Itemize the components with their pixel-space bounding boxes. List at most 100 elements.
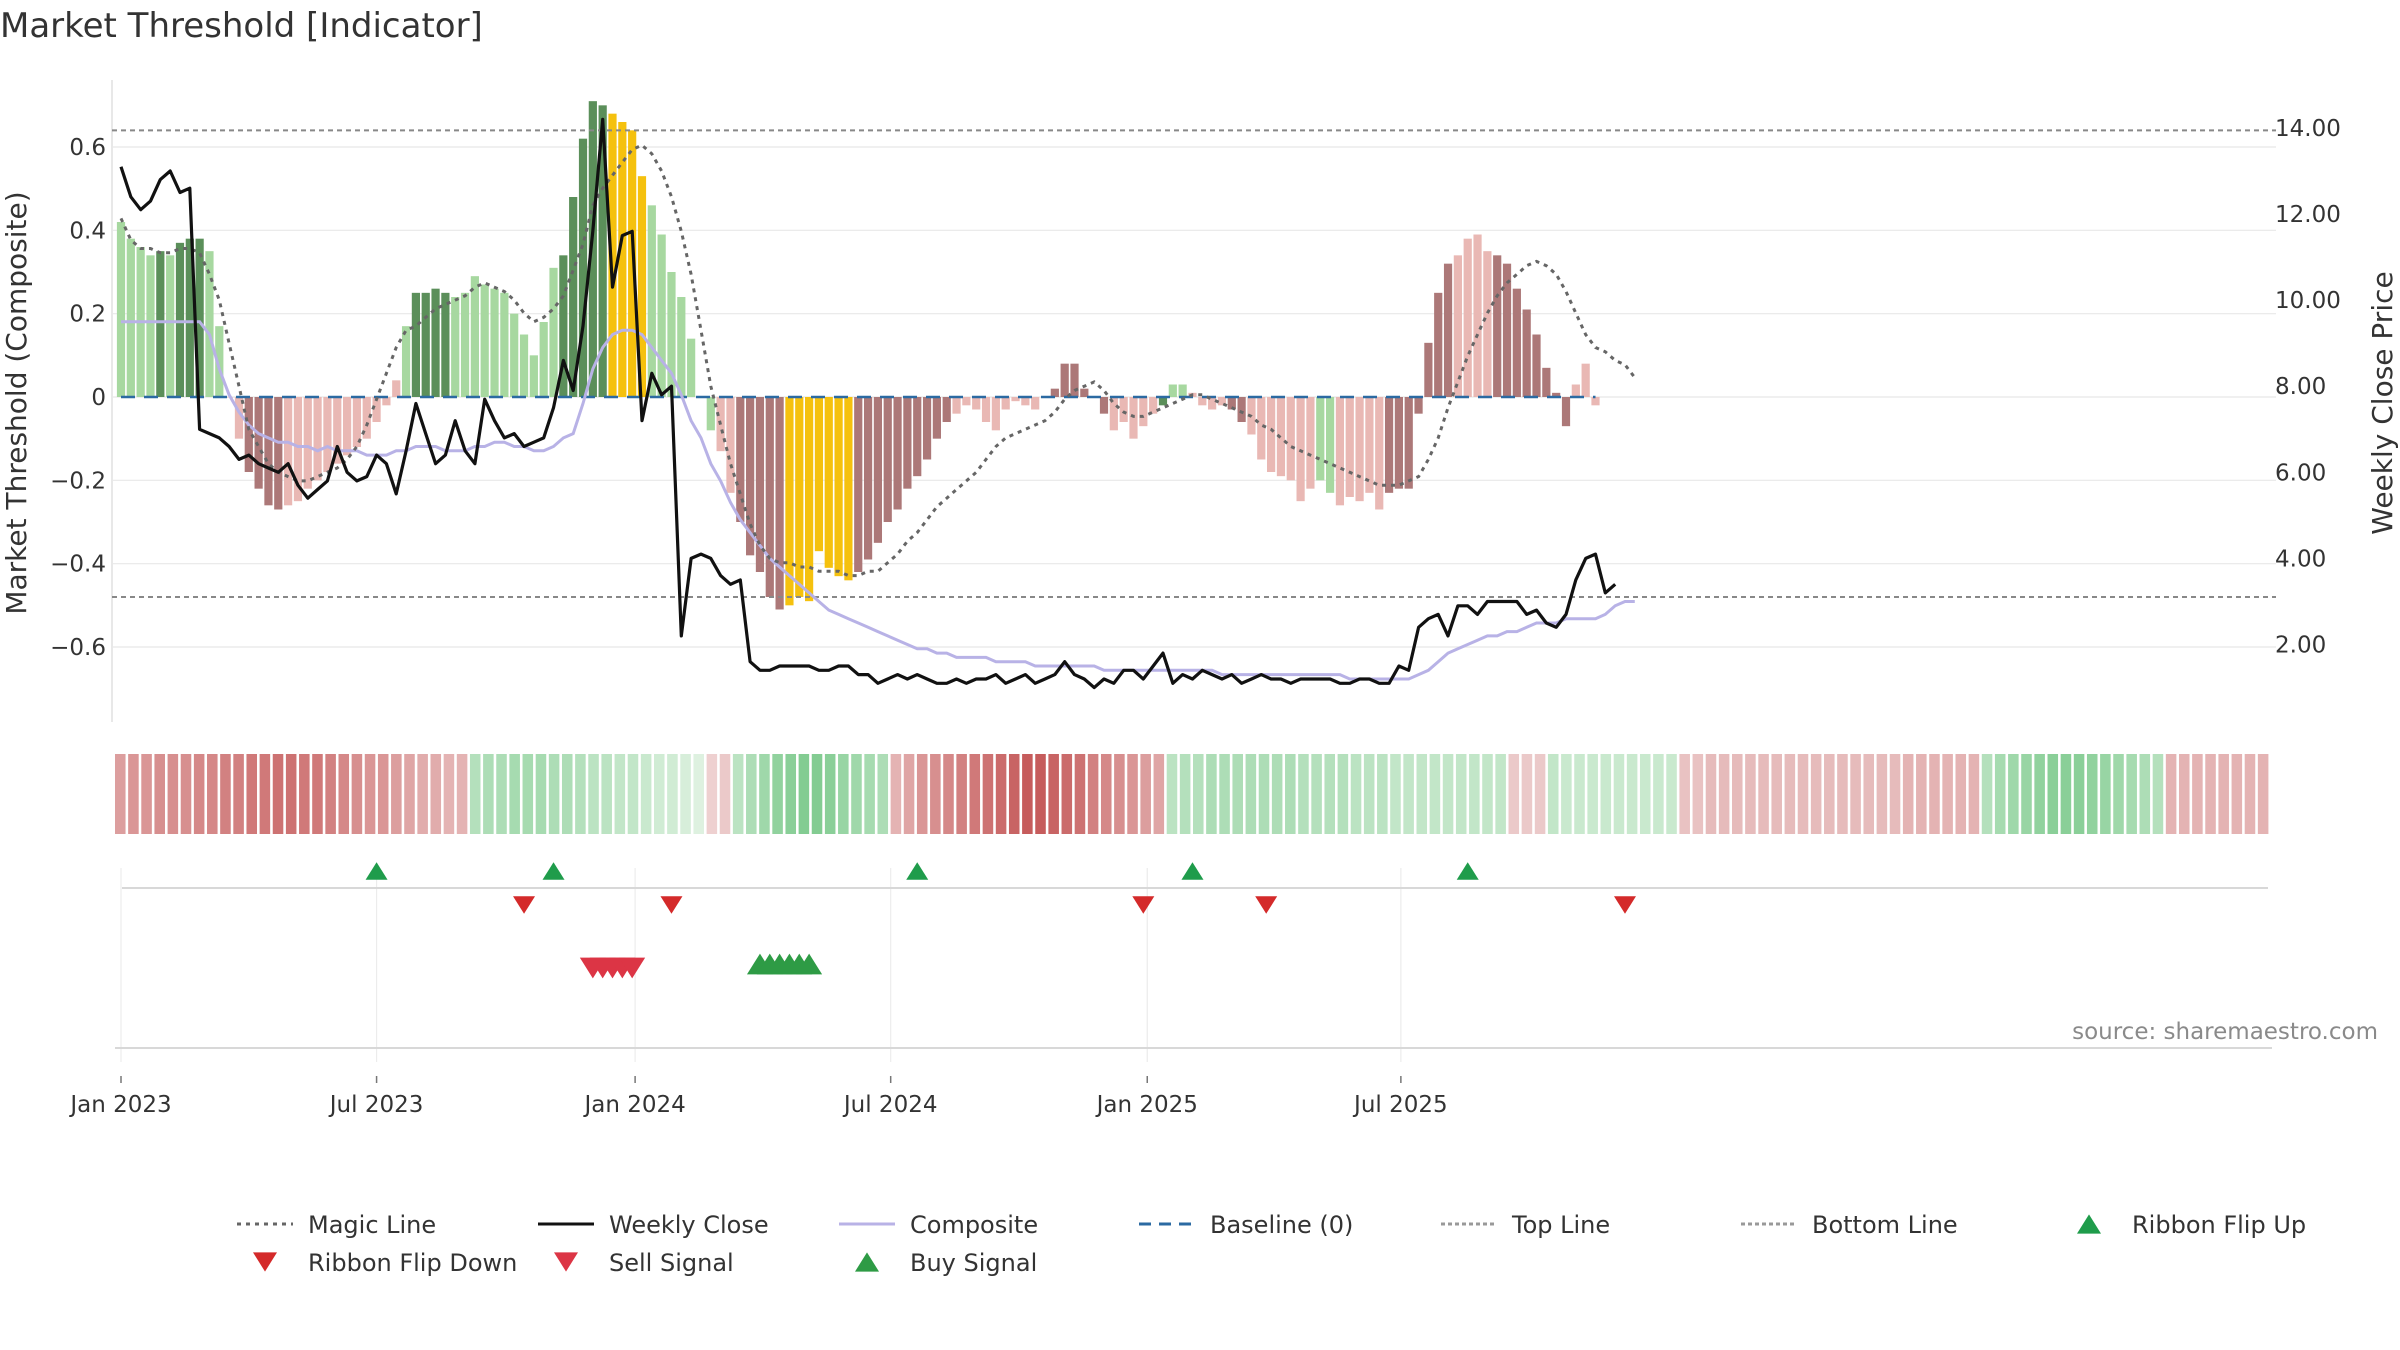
composite-bar-56 (667, 272, 676, 397)
composite-bar-20 (313, 397, 322, 481)
composite-bar-120 (1296, 397, 1305, 502)
ribbon-cell-148 (2060, 754, 2072, 834)
ribbon-cell-153 (2126, 754, 2137, 834)
ribbon-cell-97 (1390, 754, 1401, 834)
composite-bar-112 (1217, 397, 1227, 406)
composite-bar-92 (1021, 397, 1030, 406)
ribbon-cell-23 (417, 754, 428, 834)
ribbon-cell-156 (2165, 754, 2177, 834)
composite-bar-43 (539, 322, 548, 397)
composite-bar-36 (470, 276, 479, 397)
composite-bar-8 (195, 238, 204, 397)
ribbon-cell-43 (680, 754, 691, 834)
ribbon-cell-134 (1876, 754, 1888, 834)
ribbon-cell-121 (1705, 754, 1717, 834)
composite-bar-55 (657, 234, 666, 397)
ribbon-flip-up-3 (1181, 862, 1204, 880)
ribbon-cell-114 (1613, 754, 1625, 834)
composite-bar-78 (883, 397, 892, 522)
composite-bars (116, 101, 1600, 610)
composite-bar-64 (746, 397, 755, 556)
ribbon-cell-91 (1311, 754, 1322, 834)
ribbon-cell-147 (2047, 754, 2059, 834)
ribbon-cell-115 (1626, 754, 1638, 834)
composite-bar-10 (215, 326, 224, 397)
composite-bar-122 (1316, 397, 1325, 481)
ribbon-cell-127 (1784, 754, 1796, 834)
ribbon-cell-41 (654, 754, 665, 834)
composite-bar-73 (834, 397, 843, 577)
y-tick-6: −0.6 (50, 635, 106, 661)
y-tick-2: 0.2 (69, 302, 106, 328)
ribbon-cell-161 (2231, 754, 2243, 834)
ribbon-cell-16 (325, 754, 336, 834)
ribbon-cell-7 (207, 754, 218, 834)
legend: Magic Line Weekly Close Composite Baseline … (237, 1211, 2306, 1277)
ribbon-cell-12 (272, 754, 284, 834)
ribbon-cell-21 (391, 754, 402, 834)
ribbon-cell-103 (1469, 754, 1480, 834)
source-credit: source: sharemaestro.com (2072, 1019, 2378, 1045)
ribbon-cell-25 (443, 754, 455, 834)
ribbon-cell-158 (2192, 754, 2203, 834)
composite-bar-31 (421, 292, 430, 397)
composite-bar-102 (1119, 397, 1128, 422)
sell-signal-4 (619, 957, 646, 979)
composite-bar-121 (1306, 397, 1315, 489)
ribbon-cell-82 (1193, 754, 1204, 834)
ribbon-cell-129 (1810, 754, 1822, 834)
composite-bar-38 (490, 288, 499, 397)
ribbon-cell-151 (2100, 754, 2111, 834)
composite-bar-100 (1099, 397, 1109, 414)
legend-swatch-7 (253, 1252, 277, 1272)
ribbon-cell-62 (930, 754, 941, 834)
ribbon-cell-126 (1771, 754, 1782, 834)
x-tick-3: Jul 2024 (842, 1092, 938, 1118)
ribbon-cell-14 (299, 754, 310, 834)
composite-bar-47 (578, 138, 588, 397)
ribbon-cell-152 (2113, 754, 2124, 834)
ribbon-cell-80 (1166, 754, 1178, 834)
composite-bar-45 (559, 255, 568, 397)
ribbon-cell-32 (535, 754, 547, 834)
composite-bar-89 (991, 397, 1000, 431)
ribbon-cell-65 (969, 754, 981, 834)
ribbon-cell-8 (220, 754, 231, 834)
ribbon-cell-107 (1521, 754, 1533, 834)
composite-bar-0 (116, 222, 126, 397)
composite-bar-14 (254, 397, 263, 489)
composite-bar-93 (1031, 397, 1040, 410)
ribbon-cell-120 (1692, 754, 1704, 834)
ribbon-cell-47 (732, 754, 744, 834)
ribbon-cell-122 (1718, 754, 1730, 834)
y2-axis-ticks: 14.00 12.00 10.00 8.00 6.00 4.00 2.00 (2275, 116, 2341, 659)
chart-title: Market Threshold [Indicator] (0, 6, 483, 46)
y-tick-1: 0.4 (69, 218, 106, 244)
ribbon-cell-125 (1758, 754, 1769, 834)
ribbon-cell-90 (1298, 754, 1309, 834)
ribbon-cell-130 (1824, 754, 1835, 834)
ribbon-cell-150 (2086, 754, 2098, 834)
composite-bar-9 (205, 251, 214, 397)
ribbon-cell-139 (1942, 754, 1953, 834)
y-tick-5: −0.4 (50, 552, 106, 578)
composite-bar-66 (765, 397, 774, 597)
composite-bar-49 (598, 105, 607, 397)
ribbon-cell-0 (115, 754, 126, 834)
ribbon-flip-down-2 (1132, 896, 1155, 914)
ribbon-cell-111 (1574, 754, 1585, 834)
legend-swatch-8 (554, 1252, 578, 1272)
composite-bar-119 (1286, 397, 1295, 481)
composite-bar-130 (1394, 397, 1403, 489)
ribbon-cell-112 (1587, 754, 1598, 834)
ribbon-cell-49 (759, 754, 770, 834)
composite-bar-70 (805, 397, 814, 602)
ribbon-cell-144 (2008, 754, 2019, 834)
ribbon-cell-162 (2244, 754, 2256, 834)
composite-bar-83 (932, 397, 941, 439)
ribbon-cell-135 (1889, 754, 1901, 834)
ribbon-cell-61 (916, 754, 928, 834)
composite-bar-107 (1168, 384, 1177, 397)
ribbon-flip-down-4 (1613, 896, 1636, 914)
composite-bar-145 (1542, 367, 1551, 397)
